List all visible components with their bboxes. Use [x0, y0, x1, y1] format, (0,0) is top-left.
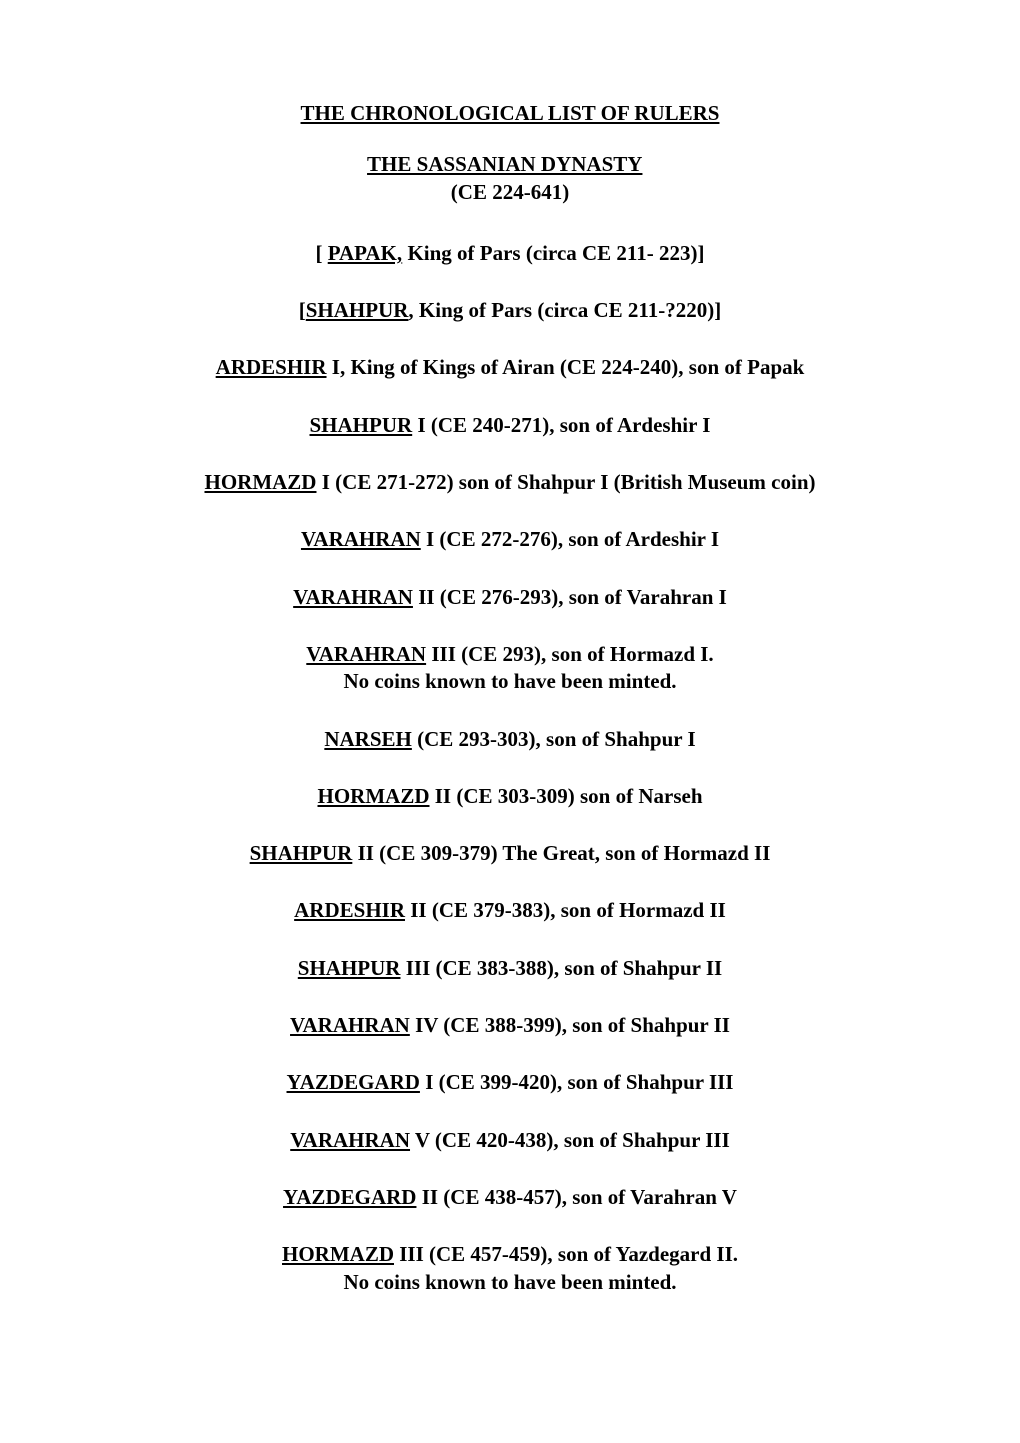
entry-rest: I, King of Kings of Airan (CE 224-240), …	[327, 355, 805, 379]
ruler-entry: VARAHRAN V (CE 420-438), son of Shahpur …	[100, 1127, 920, 1154]
dynasty-name: THE SASSANIAN DYNASTY	[367, 152, 642, 176]
document-title: THE CHRONOLOGICAL LIST OF RULERS	[100, 100, 920, 127]
entry-prefix: [	[315, 241, 327, 265]
document-page: THE CHRONOLOGICAL LIST OF RULERS THE SAS…	[0, 0, 1020, 1406]
ruler-name-link[interactable]: HORMAZD	[204, 470, 316, 494]
ruler-entry: HORMAZD I (CE 271-272) son of Shahpur I …	[100, 469, 920, 496]
ruler-entry: ARDESHIR I, King of Kings of Airan (CE 2…	[100, 354, 920, 381]
entry-rest: (CE 293-303), son of Shahpur I	[412, 727, 696, 751]
ruler-name-link[interactable]: ARDESHIR	[216, 355, 327, 379]
ruler-name-link[interactable]: VARAHRAN	[301, 527, 421, 551]
entry-rest: King of Pars (circa CE 211- 223)]	[402, 241, 704, 265]
ruler-name-link[interactable]: YAZDEGARD	[287, 1070, 420, 1094]
ruler-entry: VARAHRAN III (CE 293), son of Hormazd I.…	[100, 641, 920, 696]
entry-rest: I (CE 272-276), son of Ardeshir I	[421, 527, 719, 551]
ruler-entry: SHAHPUR I (CE 240-271), son of Ardeshir …	[100, 412, 920, 439]
title-text: THE CHRONOLOGICAL LIST OF RULERS	[301, 101, 720, 125]
entry-rest: V (CE 420-438), son of Shahpur III	[410, 1128, 730, 1152]
ruler-entry: YAZDEGARD II (CE 438-457), son of Varahr…	[100, 1184, 920, 1211]
entry-rest: III (CE 457-459), son of Yazdegard II.	[394, 1242, 738, 1266]
ruler-name-link[interactable]: NARSEH	[324, 727, 412, 751]
entry-rest: III (CE 383-388), son of Shahpur II	[400, 956, 722, 980]
entry-rest: I (CE 271-272) son of Shahpur I (British…	[316, 470, 815, 494]
ruler-entry: HORMAZD II (CE 303-309) son of Narseh	[100, 783, 920, 810]
ruler-name-link[interactable]: SHAHPUR	[298, 956, 401, 980]
ruler-name-link[interactable]: ARDESHIR	[294, 898, 405, 922]
entry-note: No coins known to have been minted.	[343, 669, 676, 693]
entry-rest: , King of Pars (circa CE 211-?220)]	[408, 298, 721, 322]
ruler-name-link[interactable]: SHAHPUR	[306, 298, 409, 322]
entry-rest: II (CE 379-383), son of Hormazd II	[405, 898, 726, 922]
ruler-name-link[interactable]: VARAHRAN	[293, 585, 413, 609]
ruler-name-link[interactable]: SHAHPUR	[310, 413, 413, 437]
ruler-list: [ PAPAK, King of Pars (circa CE 211- 223…	[100, 240, 920, 1296]
ruler-entry: SHAHPUR II (CE 309-379) The Great, son o…	[100, 840, 920, 867]
ruler-entry: NARSEH (CE 293-303), son of Shahpur I	[100, 726, 920, 753]
ruler-entry: HORMAZD III (CE 457-459), son of Yazdega…	[100, 1241, 920, 1296]
ruler-entry: YAZDEGARD I (CE 399-420), son of Shahpur…	[100, 1069, 920, 1096]
entry-rest: II (CE 276-293), son of Varahran I	[413, 585, 727, 609]
ruler-entry: ARDESHIR II (CE 379-383), son of Hormazd…	[100, 897, 920, 924]
entry-rest: II (CE 309-379) The Great, son of Hormaz…	[352, 841, 770, 865]
entry-rest: II (CE 438-457), son of Varahran V	[416, 1185, 737, 1209]
ruler-name-link[interactable]: PAPAK,	[328, 241, 402, 265]
entry-rest: II (CE 303-309) son of Narseh	[430, 784, 703, 808]
entry-rest: I (CE 399-420), son of Shahpur III	[420, 1070, 734, 1094]
ruler-name-link[interactable]: VARAHRAN	[290, 1128, 410, 1152]
ruler-name-link[interactable]: SHAHPUR	[250, 841, 353, 865]
ruler-entry: VARAHRAN II (CE 276-293), son of Varahra…	[100, 584, 920, 611]
entry-rest: III (CE 293), son of Hormazd I.	[426, 642, 714, 666]
ruler-entry: SHAHPUR III (CE 383-388), son of Shahpur…	[100, 955, 920, 982]
ruler-name-link[interactable]: VARAHRAN	[306, 642, 426, 666]
ruler-name-link[interactable]: VARAHRAN	[290, 1013, 410, 1037]
ruler-name-link[interactable]: YAZDEGARD	[283, 1185, 416, 1209]
ruler-name-link[interactable]: HORMAZD	[282, 1242, 394, 1266]
ruler-name-link[interactable]: HORMAZD	[318, 784, 430, 808]
ruler-entry: VARAHRAN IV (CE 388-399), son of Shahpur…	[100, 1012, 920, 1039]
entry-note: No coins known to have been minted.	[343, 1270, 676, 1294]
entry-prefix: [	[299, 298, 306, 322]
entry-rest: IV (CE 388-399), son of Shahpur II	[410, 1013, 730, 1037]
entry-rest: I (CE 240-271), son of Ardeshir I	[412, 413, 710, 437]
ruler-entry: [SHAHPUR, King of Pars (circa CE 211-?22…	[100, 297, 920, 324]
ruler-entry: VARAHRAN I (CE 272-276), son of Ardeshir…	[100, 526, 920, 553]
ruler-entry: [ PAPAK, King of Pars (circa CE 211- 223…	[100, 240, 920, 267]
dynasty-heading: THE SASSANIAN DYNASTY (CE 224-641)	[100, 151, 920, 206]
dynasty-range: (CE 224-641)	[451, 180, 569, 204]
